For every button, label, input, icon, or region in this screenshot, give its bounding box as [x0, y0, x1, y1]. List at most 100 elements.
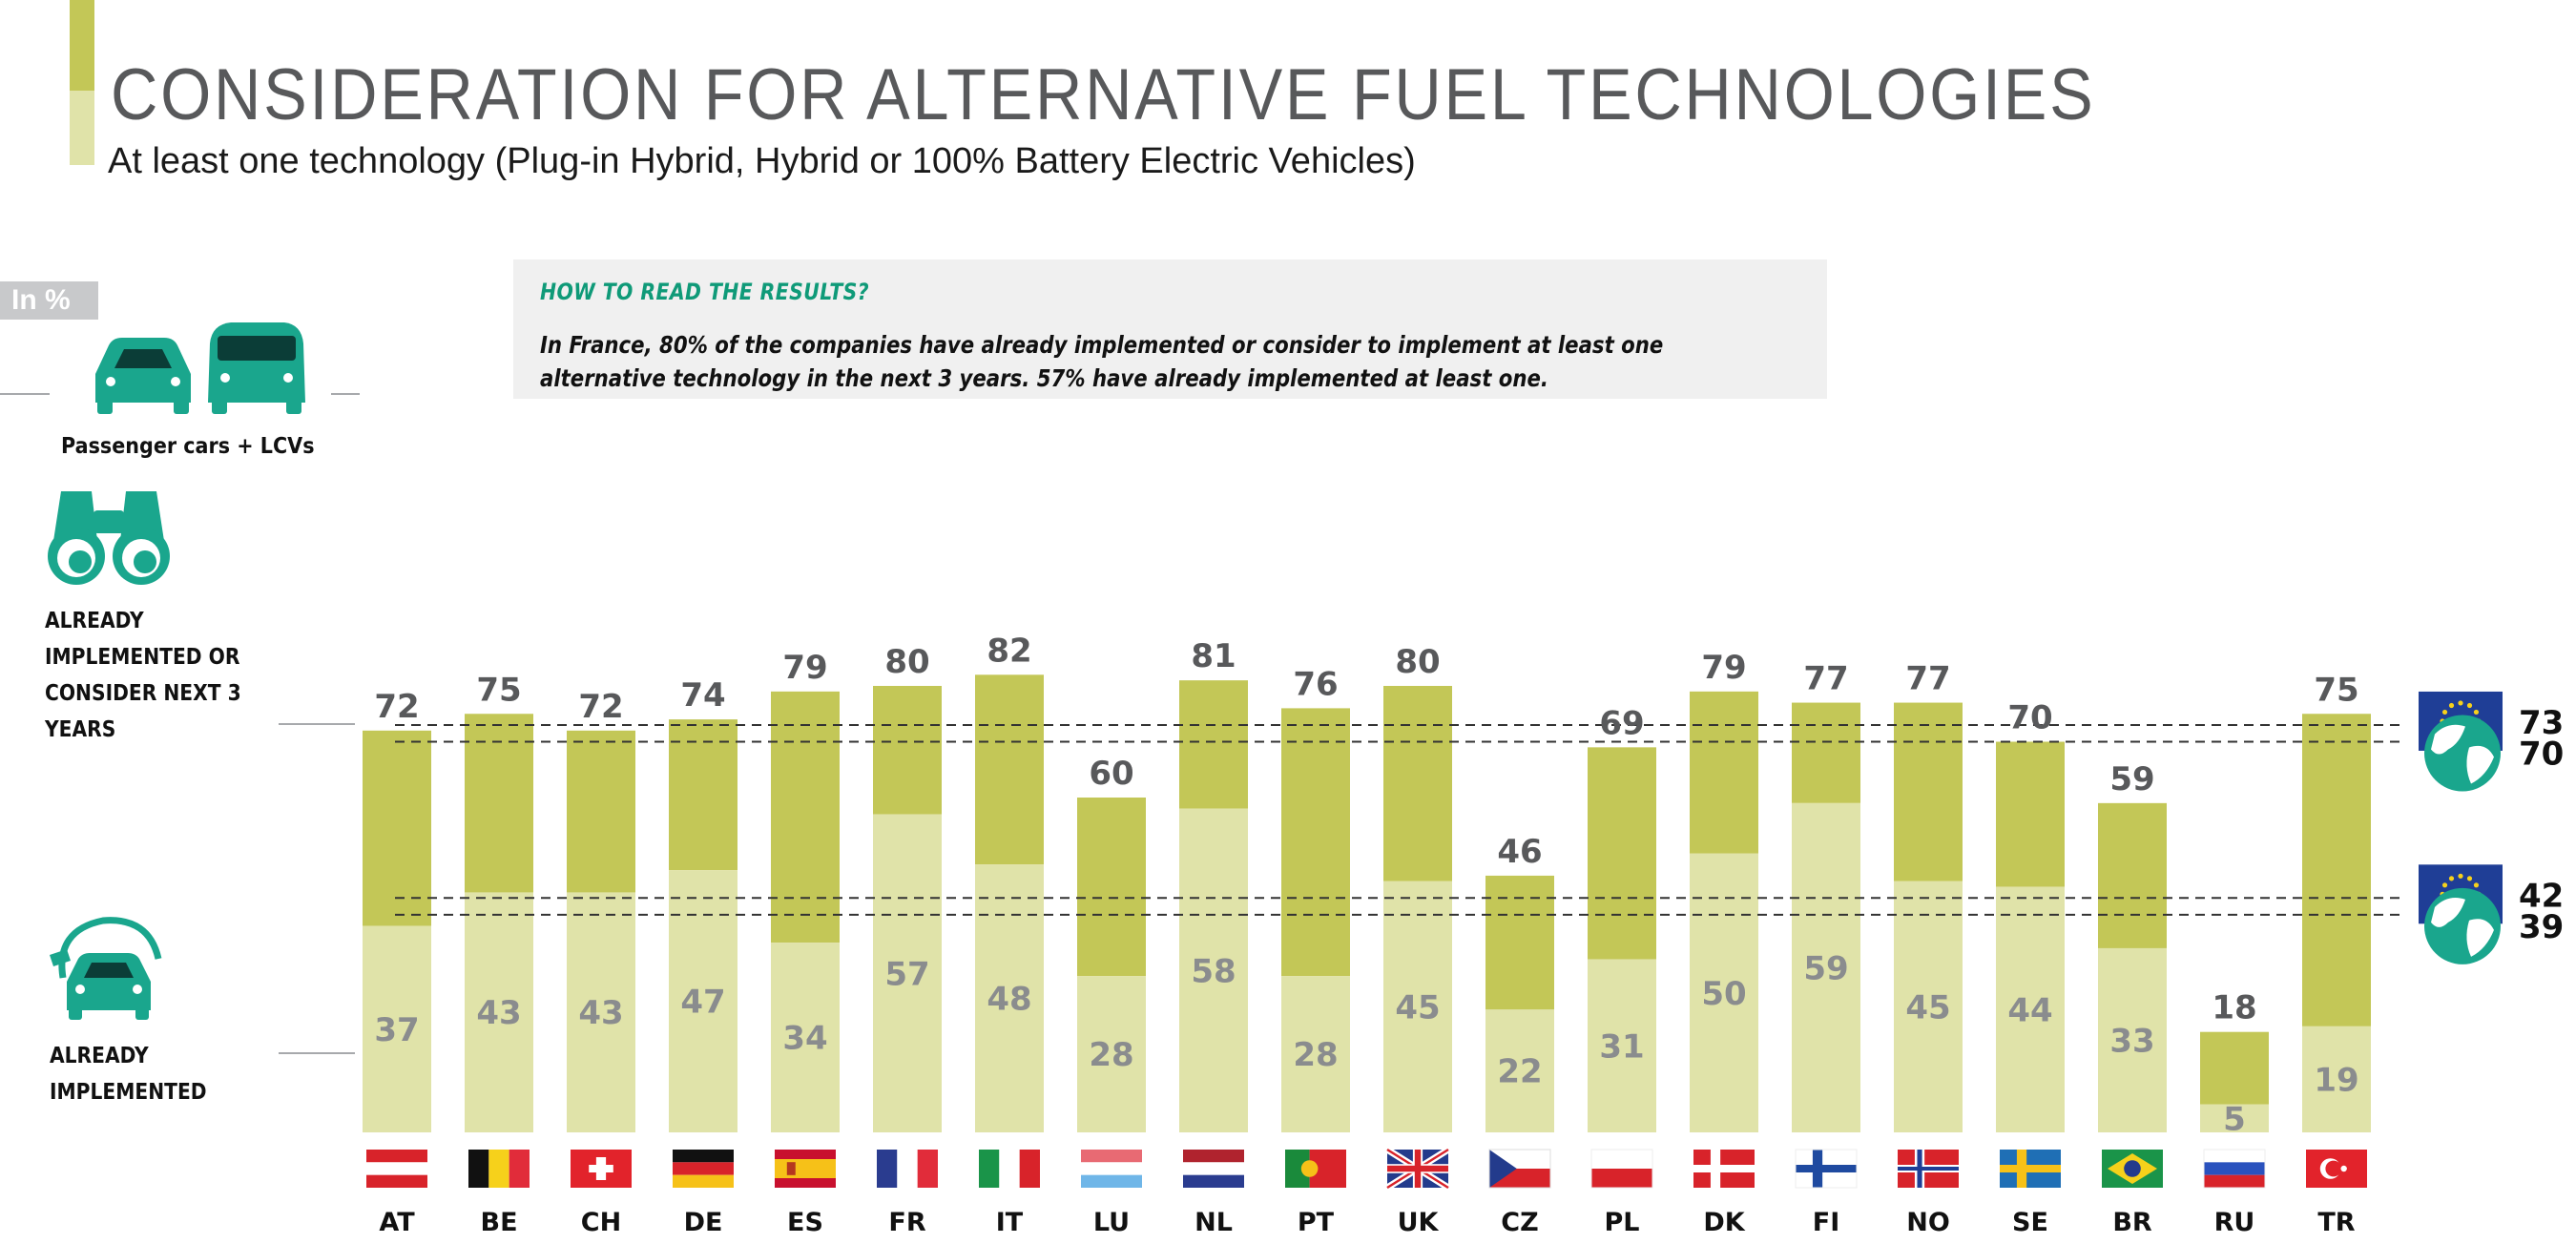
bar-consider-lu	[1077, 798, 1146, 977]
reference-value-eu: 73	[2519, 704, 2564, 742]
label-consider-pl: 69	[1599, 704, 1644, 742]
bar-implemented-cz	[1485, 1009, 1554, 1132]
reference-value-world: 70	[2519, 736, 2564, 774]
flag-uk-icon	[1385, 1147, 1450, 1191]
label-implemented-cz: 22	[1497, 1053, 1542, 1091]
label-consider-es: 79	[782, 649, 827, 687]
label-consider-ch: 72	[578, 688, 623, 726]
label-consider-se: 70	[2007, 699, 2052, 737]
tick-lu: LU	[1093, 1208, 1130, 1237]
tick-es: ES	[787, 1208, 823, 1237]
flag-br-icon	[2102, 1150, 2163, 1188]
label-consider-ru: 18	[2212, 989, 2256, 1027]
tick-fi: FI	[1813, 1208, 1840, 1237]
flag-pt-icon	[1285, 1150, 1346, 1188]
bar-consider-at	[363, 730, 431, 926]
label-implemented-fr: 57	[884, 955, 929, 993]
label-consider-be: 75	[476, 671, 521, 709]
bar-consider-de	[669, 719, 737, 871]
flag-se-icon	[2000, 1150, 2061, 1188]
bar-implemented-es	[771, 943, 840, 1132]
label-consider-tr: 75	[2314, 671, 2358, 709]
bar-implemented-se	[1996, 886, 2065, 1132]
bar-implemented-ch	[567, 892, 635, 1132]
label-implemented-nl: 58	[1191, 952, 1236, 990]
bar-consider-es	[771, 691, 840, 943]
reference-value-world: 39	[2519, 908, 2564, 946]
bar-consider-fi	[1792, 702, 1860, 803]
page-title: CONSIDERATION FOR ALTERNATIVE FUEL TECHN…	[111, 54, 2096, 135]
label-implemented-fi: 59	[1803, 949, 1848, 987]
flag-es-icon	[775, 1150, 836, 1188]
tick-br: BR	[2112, 1208, 2152, 1237]
consider-connector	[279, 723, 355, 725]
bar-consider-it	[975, 674, 1044, 865]
label-consider-at: 72	[374, 688, 419, 726]
label-implemented-se: 44	[2007, 991, 2052, 1029]
tick-ru: RU	[2214, 1208, 2255, 1237]
bar-consider-cz	[1485, 875, 1554, 1010]
label-implemented-ru: 5	[2223, 1100, 2246, 1138]
bar-consider-pt	[1281, 708, 1350, 977]
label-implemented-at: 37	[374, 1011, 419, 1049]
label-implemented-tr: 19	[2314, 1061, 2358, 1099]
bar-consider-dk	[1690, 691, 1758, 854]
tick-pl: PL	[1605, 1208, 1640, 1237]
label-implemented-br: 33	[2109, 1022, 2154, 1060]
label-implemented-pt: 28	[1293, 1036, 1338, 1074]
bar-implemented-be	[465, 892, 533, 1132]
bar-consider-be	[465, 714, 533, 893]
bar-consider-nl	[1179, 680, 1248, 809]
tick-ch: CH	[581, 1208, 621, 1237]
car-and-van-icon	[95, 322, 305, 414]
globe-icon	[2424, 715, 2501, 792]
flag-at-icon	[366, 1150, 427, 1188]
flag-fr-icon	[877, 1150, 938, 1188]
flag-de-icon	[673, 1150, 734, 1188]
bar-implemented-ru	[2200, 1104, 2269, 1132]
flag-fi-icon	[1795, 1149, 1858, 1189]
tick-at: AT	[379, 1208, 415, 1237]
bar-consider-uk	[1383, 686, 1452, 881]
bar-consider-no	[1894, 702, 1963, 881]
flag-cz-icon	[1488, 1149, 1551, 1189]
bar-implemented-uk	[1383, 881, 1452, 1132]
bar-consider-se	[1996, 741, 2065, 887]
legend-divider-left	[0, 393, 50, 395]
legend-divider-right	[331, 393, 360, 395]
tick-uk: UK	[1398, 1208, 1440, 1237]
label-implemented-ch: 43	[578, 994, 623, 1032]
label-consider-it: 82	[987, 632, 1031, 670]
flag-no-icon	[1898, 1150, 1959, 1188]
label-consider-fi: 77	[1803, 660, 1848, 698]
tick-cz: CZ	[1501, 1208, 1538, 1237]
label-implemented-pl: 31	[1599, 1027, 1644, 1066]
flag-ru-icon	[2203, 1149, 2266, 1189]
implemented-label: ALREADY IMPLEMENTED	[50, 1044, 207, 1105]
tick-nl: NL	[1195, 1208, 1233, 1237]
how-to-read-text: In France, 80% of the companies have alr…	[540, 331, 1664, 392]
flag-be-icon	[468, 1150, 530, 1188]
label-implemented-de: 47	[680, 984, 725, 1022]
tick-fr: FR	[888, 1208, 925, 1237]
bar-implemented-lu	[1077, 976, 1146, 1132]
bar-consider-ru	[2200, 1031, 2269, 1105]
tick-tr: TR	[2317, 1208, 2355, 1237]
bar-consider-tr	[2302, 714, 2371, 1026]
binoculars-icon	[48, 491, 170, 585]
label-implemented-es: 34	[782, 1020, 827, 1058]
tick-be: BE	[480, 1208, 517, 1237]
bar-implemented-at	[363, 925, 431, 1132]
tick-se: SE	[2012, 1208, 2048, 1237]
label-consider-lu: 60	[1089, 755, 1133, 793]
how-to-read-box: HOW TO READ THE RESULTS? In France, 80% …	[513, 259, 1827, 399]
label-consider-de: 74	[680, 676, 725, 715]
flag-dk-icon	[1693, 1150, 1755, 1188]
bar-consider-ch	[567, 730, 635, 893]
flag-nl-icon	[1183, 1150, 1244, 1188]
label-implemented-it: 48	[987, 981, 1031, 1019]
consider-label: ALREADY IMPLEMENTED OR CONSIDER NEXT 3 Y…	[45, 609, 241, 742]
bar-implemented-it	[975, 864, 1044, 1132]
title-accent-bar	[70, 0, 94, 165]
